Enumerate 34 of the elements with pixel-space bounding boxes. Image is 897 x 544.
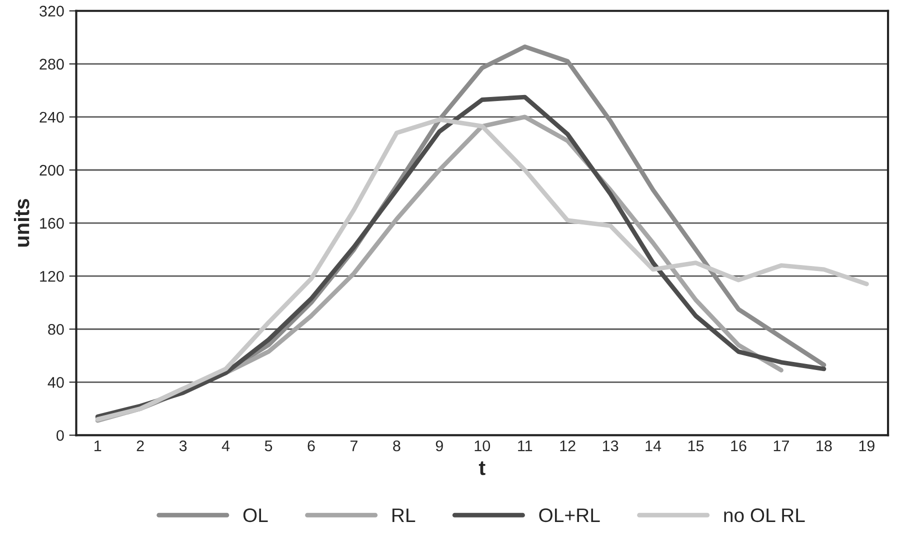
- x-tick-label: 2: [136, 440, 144, 452]
- x-tick-label: 15: [688, 440, 704, 452]
- x-tick-label: 12: [560, 440, 576, 452]
- y-tick-label: 40: [48, 377, 64, 388]
- legend-label: RL: [392, 508, 416, 522]
- y-tick-label: 280: [40, 58, 64, 70]
- y-tick-label: 240: [40, 112, 64, 123]
- x-tick-label: 17: [774, 440, 789, 452]
- x-tick-label: 3: [179, 440, 187, 452]
- y-tick-label: 0: [56, 430, 64, 441]
- y-tick-label: 120: [40, 270, 64, 282]
- x-tick-label: 14: [646, 440, 662, 452]
- y-tick-label: 200: [40, 164, 64, 176]
- x-tick-label: 6: [308, 440, 315, 452]
- x-tick-label: 5: [264, 440, 272, 452]
- y-tick-label: 80: [48, 324, 64, 335]
- x-tick-label: 7: [350, 440, 358, 452]
- x-axis-title: t: [478, 461, 486, 476]
- x-tick-label: 13: [602, 440, 618, 452]
- x-tick-label: 8: [393, 440, 400, 452]
- y-tick-label: 320: [40, 6, 64, 17]
- legend-label: OL+RL: [539, 508, 600, 522]
- x-tick-label: 1: [94, 440, 102, 452]
- x-tick-label: 10: [474, 440, 490, 452]
- y-tick-label: 160: [40, 218, 64, 229]
- x-tick-label: 9: [436, 440, 443, 452]
- x-tick-label: 4: [222, 440, 230, 452]
- y-axis-title: units: [14, 199, 30, 247]
- legend-label: no OL RL: [724, 508, 805, 522]
- x-tick-label: 18: [816, 440, 832, 452]
- x-tick-label: 11: [518, 440, 532, 452]
- legend-label: OL: [243, 508, 268, 522]
- x-tick-label: 16: [731, 440, 746, 452]
- x-tick-label: 19: [859, 440, 874, 452]
